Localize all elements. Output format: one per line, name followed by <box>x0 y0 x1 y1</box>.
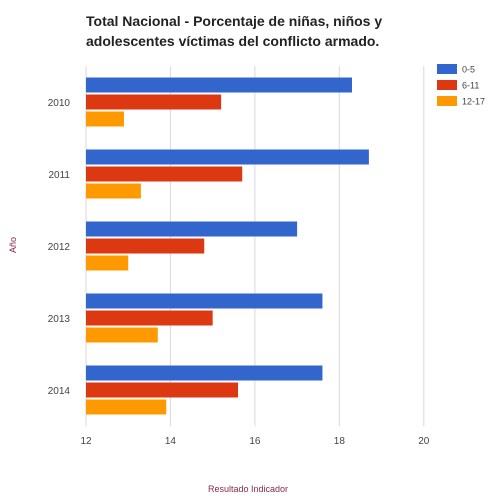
bar-2011-12-17 <box>86 183 141 199</box>
y-tick-label: 2012 <box>48 242 71 253</box>
x-axis-label: Resultado Indicador <box>208 484 288 494</box>
y-tick-label: 2014 <box>48 386 71 397</box>
legend: 0-5 6-11 12-17 <box>437 64 485 107</box>
x-tick-labels: 12 14 16 18 20 <box>80 436 429 447</box>
y-axis-label: Año <box>8 237 18 253</box>
bar-2013-6-11 <box>86 310 213 326</box>
legend-label: 12-17 <box>462 97 485 107</box>
legend-label: 0-5 <box>462 65 475 75</box>
bar-2014-12-17 <box>86 399 167 415</box>
y-tick-labels: 2010 2011 2012 2013 2014 <box>48 98 71 397</box>
y-tick-label: 2010 <box>48 98 71 109</box>
y-tick-label: 2011 <box>48 170 70 181</box>
bar-2014-0-5 <box>86 365 323 381</box>
legend-swatch-0-5 <box>437 64 457 74</box>
legend-swatch-12-17 <box>437 96 457 106</box>
bar-2012-12-17 <box>86 255 129 271</box>
bar-2014-6-11 <box>86 382 238 398</box>
bars <box>86 77 369 415</box>
legend-swatch-6-11 <box>437 80 457 90</box>
chart-title-line-1: Total Nacional - Porcentaje de niñas, ni… <box>86 13 382 29</box>
chart-title-line-2: adolescentes víctimas del conflicto arma… <box>86 33 379 49</box>
bar-2013-0-5 <box>86 293 323 309</box>
bar-2012-6-11 <box>86 238 205 254</box>
bar-2011-0-5 <box>86 149 369 165</box>
bar-2013-12-17 <box>86 327 158 343</box>
x-tick-label: 12 <box>80 436 92 447</box>
x-tick-label: 18 <box>334 436 346 447</box>
bar-2010-12-17 <box>86 111 124 127</box>
y-tick-label: 2013 <box>48 314 71 325</box>
legend-label: 6-11 <box>462 81 479 91</box>
x-tick-label: 16 <box>249 436 261 447</box>
bar-2010-6-11 <box>86 94 222 110</box>
bar-2010-0-5 <box>86 77 352 93</box>
x-tick-label: 20 <box>418 436 430 447</box>
bar-2012-0-5 <box>86 221 298 237</box>
x-tick-label: 14 <box>165 436 177 447</box>
bar-2011-6-11 <box>86 166 243 182</box>
